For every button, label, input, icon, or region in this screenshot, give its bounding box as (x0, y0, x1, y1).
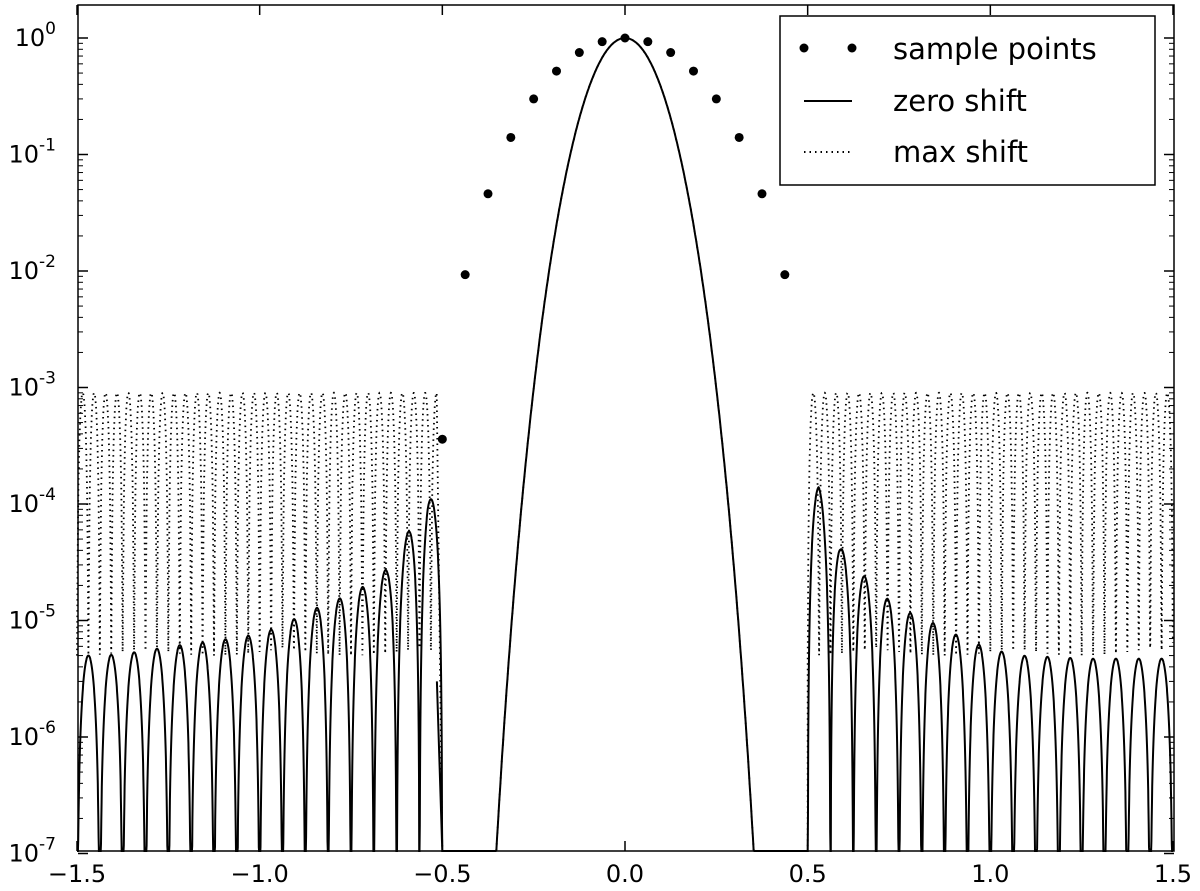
y-tick-label: 10-1 (9, 136, 57, 169)
sample-point (597, 37, 607, 47)
y-tick-label: 10-3 (9, 369, 57, 402)
y-tick-label: 10-5 (9, 602, 57, 635)
sample-point (757, 189, 767, 199)
sample-point (483, 189, 493, 199)
y-tick-exponent: -4 (39, 485, 56, 505)
y-tick-label: 10-6 (9, 718, 57, 751)
x-tick-label: −1.5 (48, 860, 106, 888)
sample-point (529, 94, 539, 104)
y-tick-exponent: -3 (39, 369, 56, 389)
x-tick-label: 0.0 (606, 860, 644, 888)
x-tick-label: 1.0 (971, 860, 1009, 888)
sample-point (734, 132, 744, 142)
x-tick-label: 1.5 (1154, 860, 1192, 888)
sample-point (437, 434, 447, 444)
x-tick-label: −1.0 (231, 860, 289, 888)
y-tick-exponent: 0 (45, 19, 56, 39)
sample-point (574, 48, 584, 58)
sample-point (643, 37, 653, 47)
sample-point (666, 48, 676, 58)
legend-marker-sample-points-1 (799, 43, 809, 53)
legend-label-sample-points: sample points (893, 32, 1097, 66)
y-tick-label: 10-2 (9, 252, 57, 285)
legend-label-max-shift: max shift (893, 135, 1028, 169)
sample-point (506, 132, 516, 142)
x-tick-label: −0.5 (413, 860, 471, 888)
chart-sample-points (437, 33, 790, 444)
legend-marker-sample-points-2 (847, 43, 857, 53)
y-tick-exponent: -1 (39, 136, 56, 156)
sample-point (460, 270, 470, 280)
legend-label-zero-shift: zero shift (893, 84, 1027, 118)
y-tick-exponent: -2 (39, 252, 56, 272)
sample-point (688, 66, 698, 76)
sample-point (711, 94, 721, 104)
y-tick-exponent: -7 (39, 835, 56, 855)
y-tick-exponent: -5 (39, 602, 56, 622)
y-tick-label: 10-4 (9, 485, 57, 518)
x-tick-label: 0.5 (789, 860, 827, 888)
sample-point (552, 66, 562, 76)
sample-point (780, 270, 790, 280)
sample-point (620, 33, 630, 43)
y-tick-label: 100 (15, 19, 56, 52)
y-tick-exponent: -6 (39, 718, 56, 738)
x-axis: −1.5 −1.0 −0.5 0.0 0.5 1.0 1.5 (48, 5, 1192, 888)
plot-frame (77, 4, 1175, 852)
legend: sample points zero shift max shift (779, 15, 1156, 186)
